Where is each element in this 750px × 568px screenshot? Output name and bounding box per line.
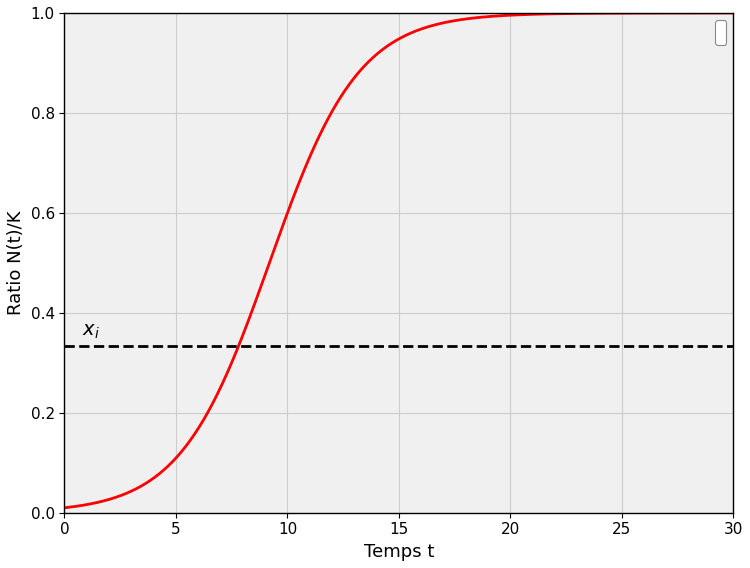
Legend:  — [716, 20, 727, 45]
X-axis label: Temps t: Temps t — [364, 543, 434, 561]
Text: $x_i$: $x_i$ — [82, 321, 100, 341]
Y-axis label: Ratio N(t)/K: Ratio N(t)/K — [7, 211, 25, 315]
